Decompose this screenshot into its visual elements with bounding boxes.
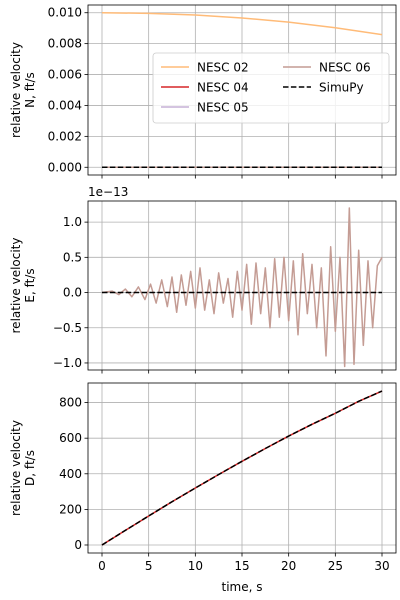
legend: NESC 02 NESC 04 NESC 05 NESC 06 SimuPy: [152, 52, 390, 124]
series-group: [101, 207, 383, 368]
xtick-label: 30: [374, 559, 389, 573]
legend-label: NESC 05: [197, 101, 249, 115]
legend-label: NESC 02: [197, 61, 249, 75]
series-nesc-02: [101, 11, 383, 36]
legend-label: SimuPy: [319, 81, 364, 95]
ytick-label: 0: [74, 538, 82, 552]
legend-label: NESC 06: [319, 61, 371, 75]
y-axis-label-line: E, ft/s: [23, 268, 37, 302]
xtick-label: 0: [98, 559, 106, 573]
ytick-label: 0.000: [48, 160, 82, 174]
ytick-label: −1.0: [53, 356, 82, 370]
xtick-label: 10: [188, 559, 203, 573]
ytick-label: 0.006: [48, 68, 82, 82]
ytick-label: 200: [59, 502, 82, 516]
y-axis-label-line: relative velocity: [9, 42, 23, 138]
subplot-3: 0 200 400 600 800 0 5 10 15 20 25 30 relative veloci…: [9, 382, 397, 594]
series-simupy: [101, 390, 383, 546]
ytick-label: 0.5: [63, 250, 82, 264]
y-axis-label-line: D, ft/s: [23, 450, 37, 486]
ytick-label: 400: [59, 467, 82, 481]
legend-label: NESC 04: [197, 81, 249, 95]
ytick-label: 800: [59, 396, 82, 410]
xtick-label: 20: [281, 559, 296, 573]
ytick-label: −0.5: [53, 321, 82, 335]
series-group: [101, 390, 383, 546]
subplot-1: 0.000 0.002 0.004 0.006 0.008 0.010 relative v…: [9, 4, 397, 179]
ytick-label: 1.0: [63, 215, 82, 229]
series-group: [101, 11, 383, 169]
y-axis-label-line: relative velocity: [9, 238, 23, 334]
y-axis-label: relative velocityD, ft/s: [9, 420, 37, 516]
y-axis-label: relative velocityE, ft/s: [9, 238, 37, 334]
subplot-2: −1.0 −0.5 0.0 0.5 1.0 relative velocityE, ft/…: [9, 185, 397, 374]
ytick-label: 0.0: [63, 286, 82, 300]
ytick-label: 0.004: [48, 98, 82, 112]
legend-box: [152, 52, 390, 124]
ytick-label: 0.010: [48, 6, 82, 20]
x-axis-label: time, s: [222, 580, 263, 594]
offset-label: 1e−13: [88, 185, 128, 199]
y-axis-label: relative velocityN, ft/s: [9, 42, 37, 138]
ytick-label: 600: [59, 431, 82, 445]
xtick-label: 25: [328, 559, 343, 573]
y-axis-label-line: relative velocity: [9, 420, 23, 516]
ytick-label: 0.008: [48, 37, 82, 51]
grid: [88, 383, 396, 553]
xtick-label: 15: [234, 559, 249, 573]
y-axis-label-line: N, ft/s: [23, 72, 37, 108]
series-nesc-06: [101, 207, 383, 368]
xtick-label: 5: [145, 559, 153, 573]
ytick-label: 0.002: [48, 129, 82, 143]
